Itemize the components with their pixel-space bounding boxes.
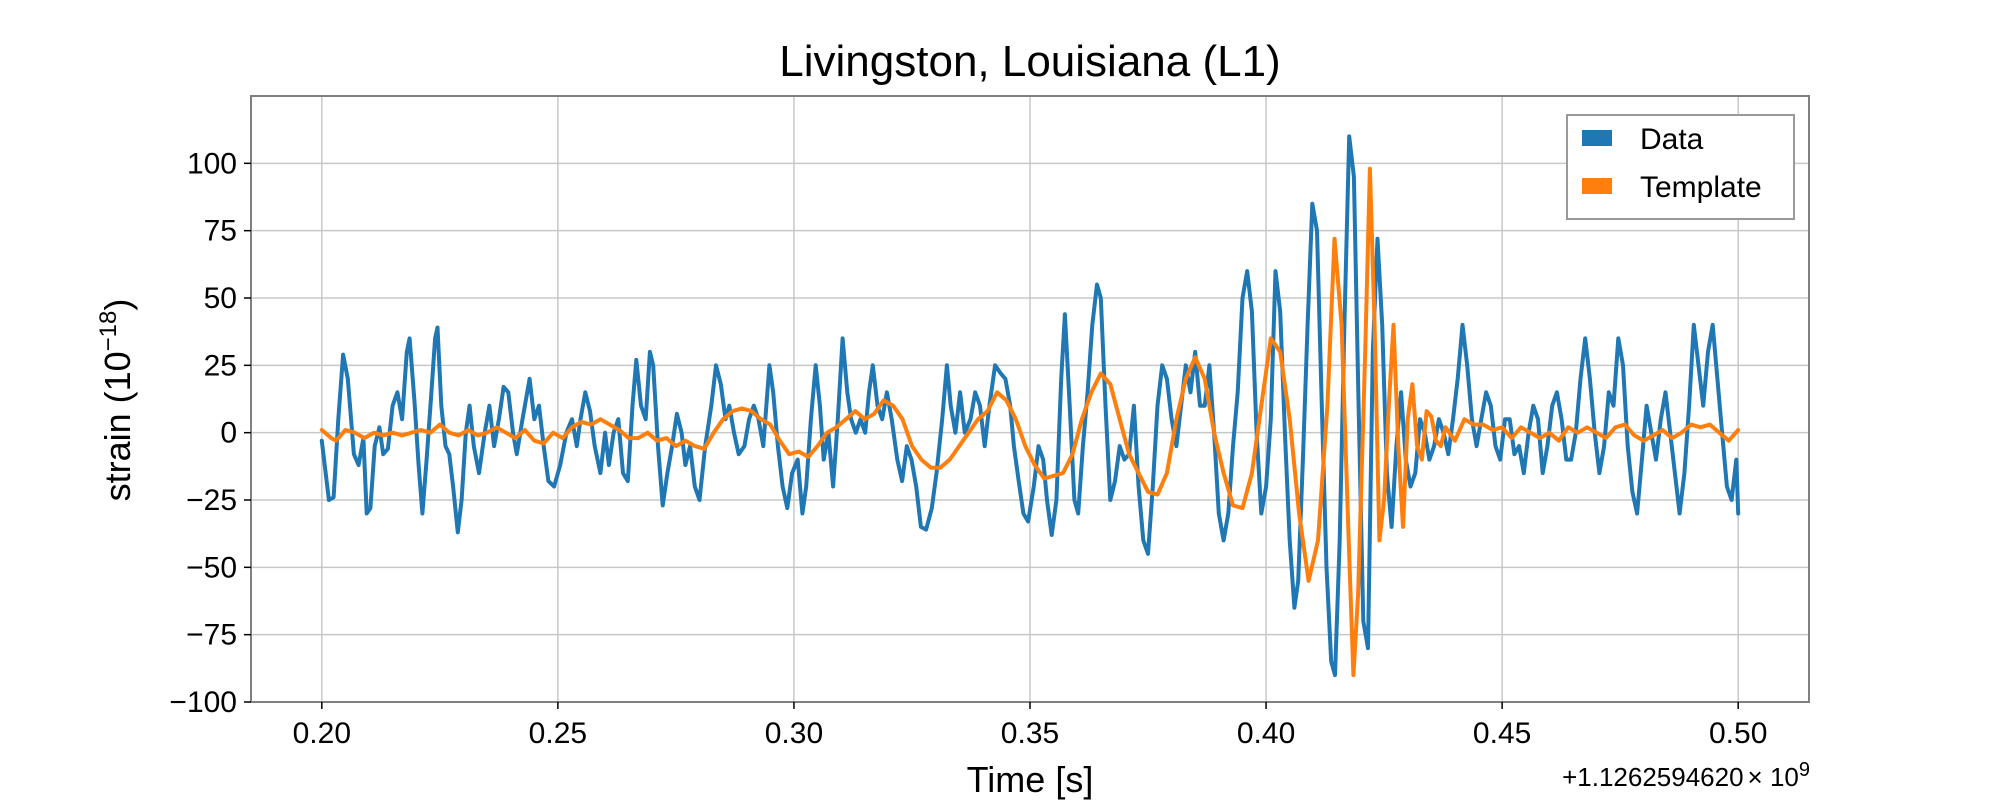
axis-ticks: 0.20 0.25 0.30 0.35 0.40 0.45 0.50 −100 −75 −50 −2… [169, 147, 1767, 750]
series-line-template [319, 166, 1741, 678]
legend-swatch-data [1582, 130, 1612, 146]
x-offset-value: +1.1262594620 [1562, 762, 1743, 792]
y-axis-label-exponent: −18 [95, 311, 122, 352]
y-tick-label: −75 [186, 619, 237, 652]
x-tick-label: 0.50 [1709, 717, 1767, 750]
series-line-data [319, 134, 1741, 678]
x-tick-label: 0.30 [765, 717, 823, 750]
chart-title: Livingston, Louisiana (L1) [779, 37, 1280, 86]
legend-swatch-template [1582, 178, 1612, 194]
x-tick-label: 0.40 [1237, 717, 1295, 750]
x-offset-times: × 10 [1748, 762, 1799, 792]
x-tick-label: 0.35 [1001, 717, 1059, 750]
legend-label-template: Template [1640, 171, 1762, 204]
x-tick-label: 0.25 [529, 717, 587, 750]
y-axis-label-main: strain (10 [97, 351, 138, 501]
y-tick-label: 50 [204, 282, 237, 315]
series-layer [319, 134, 1741, 678]
y-tick-label: 75 [204, 215, 237, 248]
y-tick-label: 25 [204, 349, 237, 382]
x-tick-label: 0.45 [1473, 717, 1531, 750]
y-tick-label: 0 [220, 417, 237, 450]
x-tick-label: 0.20 [293, 717, 351, 750]
x-offset-label: +1.1262594620 × 109 [1562, 759, 1810, 792]
y-axis-label-suffix: ) [97, 299, 138, 311]
x-axis-label: Time [s] [967, 759, 1094, 800]
y-tick-label: 100 [187, 147, 237, 180]
legend: Data Template [1566, 114, 1795, 220]
x-offset-exponent: 9 [1799, 759, 1810, 781]
y-tick-label: −25 [186, 484, 237, 517]
y-tick-label: −50 [186, 551, 237, 584]
legend-label-data: Data [1640, 123, 1704, 156]
y-axis-label: strain (10−18) [95, 299, 138, 502]
y-tick-label: −100 [169, 686, 237, 719]
